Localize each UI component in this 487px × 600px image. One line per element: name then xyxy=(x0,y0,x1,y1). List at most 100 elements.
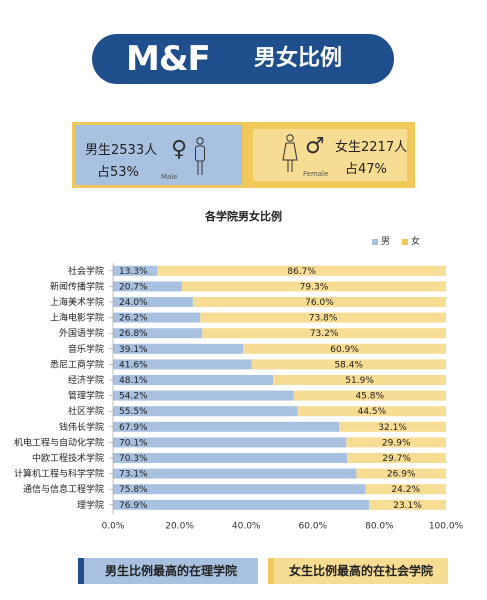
category-label: 音乐学院 xyxy=(68,343,104,355)
data-label-male: 20.7% xyxy=(119,282,148,292)
legend-male-label: 男 xyxy=(381,237,391,247)
page-title: 男女比例 xyxy=(254,46,343,71)
bar-male xyxy=(113,312,201,323)
data-label-male: 73.1% xyxy=(119,470,148,480)
data-label-male: 24.0% xyxy=(119,298,148,308)
bar-female xyxy=(243,343,446,354)
data-label-female: 86.7% xyxy=(287,267,316,277)
male-person-icon xyxy=(195,137,205,175)
bar-male xyxy=(113,406,298,417)
male-percent: 占53% xyxy=(97,165,139,180)
data-label-male: 55.5% xyxy=(119,407,148,417)
header-banner: M&F 男女比例 xyxy=(92,34,394,84)
x-tick-label: 80.0% xyxy=(365,522,394,532)
bar-female xyxy=(202,328,446,339)
data-label-female: 26.9% xyxy=(387,470,416,480)
category-label: 悉尼工商学院 xyxy=(50,358,104,370)
data-label-female: 73.8% xyxy=(309,314,338,324)
legend-female-label: 女 xyxy=(411,237,421,247)
bar-male xyxy=(113,297,193,307)
category-label: 上海美术学院 xyxy=(50,296,104,308)
category-label: 管理学院 xyxy=(68,390,104,402)
male-caption: Male xyxy=(161,173,178,181)
female-count: 女生2217人 xyxy=(335,140,408,155)
bar-female xyxy=(273,375,446,385)
category-label: 社会学院 xyxy=(68,265,104,277)
bar-male xyxy=(113,421,340,432)
category-label: 机电工程与自动化学院 xyxy=(14,436,104,448)
bar-female xyxy=(346,437,446,448)
data-label-female: 76.0% xyxy=(305,298,334,308)
female-percent: 占47% xyxy=(345,162,387,177)
data-label-male: 67.9% xyxy=(119,423,148,433)
bar-female xyxy=(181,281,446,292)
bar-male xyxy=(113,484,366,495)
data-label-male: 70.1% xyxy=(119,438,148,448)
bar-female xyxy=(192,297,446,307)
category-label: 上海电影学院 xyxy=(50,312,104,324)
bar-female xyxy=(365,484,446,495)
bar-male xyxy=(113,437,347,448)
female-person-icon xyxy=(282,134,298,172)
data-label-female: 60.9% xyxy=(330,345,359,355)
data-label-male: 13.3% xyxy=(119,267,148,277)
data-label-female: 29.7% xyxy=(382,454,411,464)
data-label-male: 39.1% xyxy=(119,345,148,355)
x-tick-label: 20.0% xyxy=(165,522,194,532)
category-label: 外国语学院 xyxy=(59,327,104,339)
venus-icon: ♀ xyxy=(171,137,188,162)
category-label: 理学院 xyxy=(77,499,104,511)
bar-female xyxy=(297,406,446,417)
category-label: 中欧工程技术学院 xyxy=(32,452,104,464)
x-tick-label: 40.0% xyxy=(232,522,261,532)
category-label: 社区学院 xyxy=(68,405,104,417)
x-tick-label: 0.0% xyxy=(102,522,125,532)
bar-female xyxy=(200,312,446,323)
mf-logo: M&F xyxy=(126,39,211,79)
bar-female xyxy=(293,390,446,401)
bar-male xyxy=(113,375,274,385)
bar-male xyxy=(113,265,158,276)
data-label-female: 51.9% xyxy=(345,376,374,386)
mars-icon: ♂ xyxy=(305,134,325,159)
category-label: 通信与信息工程学院 xyxy=(23,483,104,495)
data-label-female: 45.8% xyxy=(355,392,384,402)
data-label-male: 70.3% xyxy=(119,454,148,464)
data-label-male: 54.2% xyxy=(119,392,148,402)
chart-title: 各学院男女比例 xyxy=(205,210,282,223)
legend-female-swatch xyxy=(402,238,408,245)
female-caption: Female xyxy=(303,170,329,178)
bar-female xyxy=(251,359,446,370)
bar-female xyxy=(347,453,446,463)
female-stat-inner xyxy=(253,129,407,181)
category-label: 新闻传播学院 xyxy=(50,280,104,292)
data-label-male: 26.2% xyxy=(119,314,148,324)
bar-male xyxy=(113,499,370,510)
bar-male xyxy=(113,453,348,463)
bar-female xyxy=(339,421,446,432)
bar-male xyxy=(113,359,252,370)
bar-male xyxy=(113,281,182,292)
data-label-female: 23.1% xyxy=(393,501,422,511)
female-stat-card: ♂ Female 女生2217人 占47% xyxy=(245,122,415,188)
data-label-female: 32.1% xyxy=(378,423,407,433)
legend-female: 女 xyxy=(402,234,420,247)
data-label-female: 79.3% xyxy=(300,282,329,292)
bar-female xyxy=(356,468,446,479)
bar-male xyxy=(113,343,244,354)
data-label-female: 44.5% xyxy=(358,407,387,417)
legend-male-swatch xyxy=(372,238,378,245)
stacked-bar-chart: 社会学院 13.3% 86.7% 新闻传播学院 20.7% 79.3% 上海美术学院 24.0… xyxy=(14,263,464,532)
bar-female xyxy=(157,265,446,276)
bar-male xyxy=(113,390,294,401)
data-label-male: 48.1% xyxy=(119,376,148,386)
data-label-female: 24.2% xyxy=(391,485,420,495)
bar-male xyxy=(113,468,357,479)
data-label-male: 75.8% xyxy=(119,485,148,495)
female-summary-banner: 女生比例最高的在社会学院 xyxy=(268,558,448,584)
bar-female xyxy=(369,499,446,510)
legend-male: 男 xyxy=(372,234,390,247)
male-count: 男生2533人 xyxy=(85,143,158,158)
x-tick-label: 60.0% xyxy=(299,522,328,532)
male-stat-card: 男生2533人 占53% ♀ Male xyxy=(72,122,245,188)
